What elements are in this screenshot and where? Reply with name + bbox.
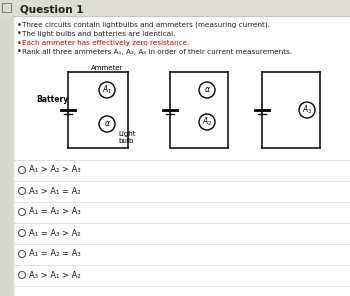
Circle shape (19, 271, 26, 279)
Text: •: • (17, 20, 22, 30)
Bar (2, 3, 11, 12)
Text: •: • (17, 47, 22, 57)
Circle shape (199, 82, 215, 98)
Text: •: • (17, 30, 22, 38)
Text: A₁ = A₂ > A₃: A₁ = A₂ > A₃ (29, 207, 81, 216)
Text: Each ammeter has effectively zero resistance.: Each ammeter has effectively zero resist… (22, 40, 189, 46)
Text: A₁ = A₂ = A₃: A₁ = A₂ = A₃ (29, 250, 81, 258)
Text: Ammeter: Ammeter (91, 65, 123, 71)
Bar (0, 0, 13, 296)
Circle shape (19, 250, 26, 258)
Circle shape (99, 82, 115, 98)
Text: Light: Light (118, 131, 135, 137)
Circle shape (19, 208, 26, 215)
Circle shape (19, 229, 26, 237)
Circle shape (99, 116, 115, 132)
Text: A₃ > A₁ = A₂: A₃ > A₁ = A₂ (29, 186, 81, 195)
Bar (0, 0, 350, 16)
Text: $A_2$: $A_2$ (202, 116, 212, 128)
Text: bulb: bulb (118, 138, 133, 144)
Text: $\alpha$: $\alpha$ (204, 86, 210, 94)
Text: $\alpha$: $\alpha$ (104, 120, 111, 128)
Text: $A_3$: $A_3$ (302, 104, 312, 116)
Circle shape (19, 166, 26, 173)
Text: A₁ = A₃ > A₂: A₁ = A₃ > A₂ (29, 229, 81, 237)
Text: $A_1$: $A_1$ (102, 84, 112, 96)
Circle shape (299, 102, 315, 118)
Text: Three circuits contain lightbulbs and ammeters (measuring current).: Three circuits contain lightbulbs and am… (22, 22, 270, 28)
Text: Question 1: Question 1 (20, 5, 84, 15)
Circle shape (19, 187, 26, 194)
Text: The light bulbs and batteries are identical.: The light bulbs and batteries are identi… (22, 31, 175, 37)
Text: •: • (17, 38, 22, 47)
Text: Rank all three ammeters A₁, A₂, A₃ in order of their current measurements.: Rank all three ammeters A₁, A₂, A₃ in or… (22, 49, 292, 55)
Text: Battery: Battery (36, 96, 68, 104)
Text: A₃ > A₁ > A₂: A₃ > A₁ > A₂ (29, 271, 81, 279)
Text: A₁ > A₂ > A₃: A₁ > A₂ > A₃ (29, 165, 81, 175)
Circle shape (199, 114, 215, 130)
